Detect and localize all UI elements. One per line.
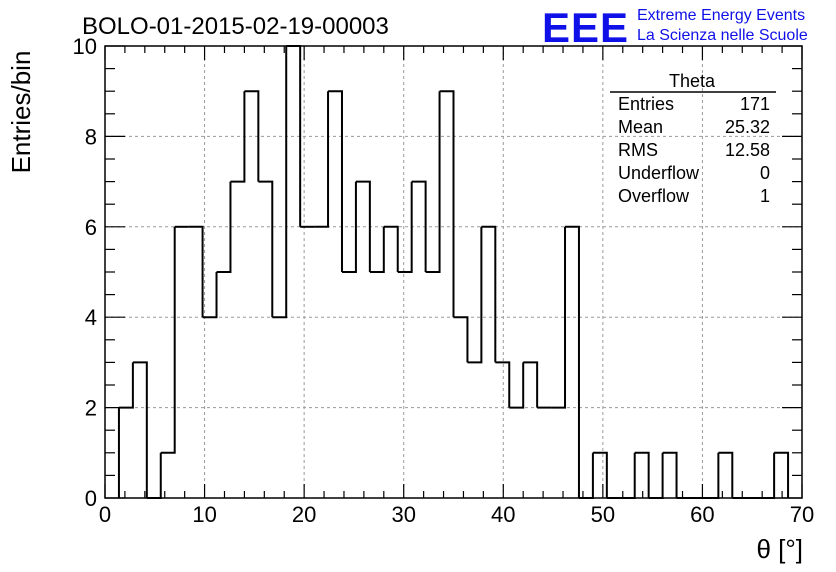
histogram-bin [244,90,260,182]
x-tick-label: 0 [99,502,111,527]
histogram-bin [411,180,427,272]
stats-value-entries: 171 [740,94,770,114]
y-tick-label: 4 [85,305,97,330]
stats-label-overflow: Overflow [618,186,690,206]
stats-label-mean: Mean [618,117,663,137]
stats-label-rms: RMS [618,140,658,160]
histogram-bin [704,452,720,499]
stats-value-overflow: 1 [760,186,770,206]
x-tick-label: 40 [491,502,515,527]
histogram-bin [314,91,330,228]
x-tick-label: 10 [192,502,216,527]
histogram-bin [439,90,455,318]
x-tick-label: 60 [690,502,714,527]
histogram-bin [160,226,176,454]
stats-value-mean: 25.32 [725,117,770,137]
histogram-bin [523,361,539,408]
histogram-bin [425,91,441,273]
histogram-bin [397,181,413,273]
y-axis-title: Entries/bin [6,51,36,174]
stats-label-underflow: Underflow [618,163,700,183]
plot-frame [104,45,803,499]
histogram-bin [565,225,580,498]
histogram-bin [592,451,608,498]
histogram-bin [258,180,274,318]
stats-box: Theta Entries 171 Mean 25.32 RMS 12.58 U… [610,71,776,206]
eee-logo-mark: EEE [542,4,629,51]
histogram-bin [495,361,511,408]
stats-box-title: Theta [669,71,716,91]
y-tick-label: 6 [85,215,97,240]
x-tick-label: 70 [790,502,814,527]
stats-label-entries: Entries [618,94,674,114]
eee-logo-line1: Extreme Energy Events [637,7,805,24]
y-tick-label: 2 [85,396,97,421]
histogram-bin [369,226,385,273]
histogram-bin [383,225,399,272]
histogram-bin [551,226,567,409]
histogram-bin [509,362,525,409]
y-tick-labels: 0 2 4 6 8 10 [73,34,97,511]
histogram-bin [648,452,664,499]
x-axis-title: θ [°] [756,534,803,564]
stats-value-rms: 12.58 [725,140,770,160]
x-tick-label: 20 [292,502,316,527]
histogram-bin [662,451,678,498]
histogram-bin [272,46,288,319]
eee-logo: EEE Extreme Energy Events La Scienza nel… [542,4,808,51]
y-tick-label: 10 [73,34,97,59]
histogram-bin [341,181,357,273]
histogram-bin [146,452,162,499]
run-title: BOLO-01-2015-02-19-00003 [82,13,389,40]
histogram-bin [118,362,134,409]
histogram-bin [481,225,497,363]
histogram-bin [718,451,734,498]
histogram-bin [230,91,246,183]
histogram-bins [117,45,790,499]
eee-logo-line2: La Scienza nelle Scuole [637,27,808,44]
histogram-bin [355,180,371,272]
y-tick-label: 0 [85,486,97,511]
x-tick-label: 50 [591,502,615,527]
histogram-bin [634,451,650,498]
histogram-bin [453,316,469,363]
histogram-bin [774,451,790,498]
histogram-bin [188,225,204,318]
y-tick-label: 8 [85,124,97,149]
histogram-bin [132,361,148,498]
histogram-bin [216,181,232,273]
x-tick-label: 30 [391,502,415,527]
histogram-bin [202,272,218,319]
histogram-bin [467,226,483,364]
histogram-bin [578,452,594,499]
x-tick-labels: 0 10 20 30 40 50 60 70 [99,502,814,527]
histogram-bin [328,90,343,272]
stats-value-underflow: 0 [760,163,770,183]
